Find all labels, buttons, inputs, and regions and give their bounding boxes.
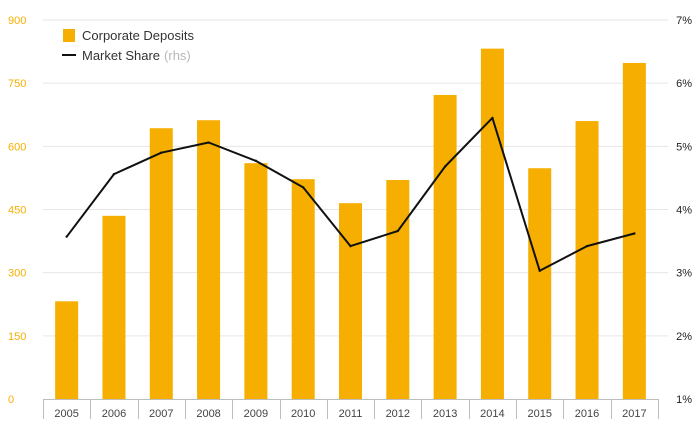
bar — [528, 168, 552, 399]
legend-line-suffix: (rhs) — [164, 48, 191, 63]
market-share-point — [396, 229, 400, 233]
y-right-tick-label: 4% — [676, 205, 692, 217]
market-share-point — [633, 232, 636, 235]
x-tick-label: 2013 — [433, 408, 457, 420]
bar — [244, 163, 268, 399]
x-tick-label: 2015 — [527, 408, 551, 420]
bar — [339, 203, 362, 399]
x-tick-label: 2006 — [102, 408, 126, 420]
y-left-tick-label: 150 — [8, 331, 26, 343]
market-share-point — [538, 269, 541, 272]
y-right-tick-label: 3% — [676, 268, 692, 280]
legend-bar-label: Corporate Deposits — [82, 28, 194, 43]
x-tick-label: 2009 — [244, 408, 268, 420]
market-share-point — [254, 159, 258, 163]
y-right-tick-label: 5% — [676, 141, 692, 153]
market-share-point — [585, 244, 589, 248]
x-tick-label: 2008 — [196, 408, 220, 420]
x-tick-label: 2012 — [386, 408, 410, 420]
x-tick-label: 2016 — [575, 408, 599, 420]
bar — [102, 215, 126, 399]
y-left-tick-label: 300 — [8, 268, 26, 280]
bar — [197, 120, 221, 400]
y-left-tick-label: 600 — [8, 141, 26, 153]
bar — [575, 121, 599, 400]
legend-line-name: Market Share — [82, 48, 160, 63]
y-left-tick-label: 750 — [8, 78, 26, 90]
market-share-point — [112, 172, 116, 176]
bar — [433, 94, 457, 400]
y-right-tick-label: 7% — [676, 15, 692, 27]
y-left-tick-label: 0 — [8, 394, 14, 406]
market-share-point — [301, 186, 305, 189]
y-right-tick-label: 6% — [676, 78, 692, 90]
legend-bar-swatch — [63, 29, 75, 42]
market-share-point — [65, 235, 68, 238]
bar — [480, 48, 504, 399]
bar — [55, 301, 79, 399]
bar — [291, 179, 315, 399]
y-right-tick-label: 2% — [676, 331, 692, 343]
x-tick-label: 2010 — [291, 408, 315, 420]
x-tick-label: 2007 — [149, 408, 173, 420]
x-tick-label: 2011 — [339, 408, 363, 420]
market-share-point — [491, 116, 494, 120]
market-share-point — [443, 165, 447, 168]
x-tick-label: 2014 — [480, 408, 504, 420]
legend-line-label: Market Share (rhs) — [82, 48, 191, 63]
market-share-point — [207, 141, 210, 144]
legend: Corporate Deposits Market Share (rhs) — [62, 28, 194, 63]
bar — [149, 128, 173, 399]
bar — [386, 180, 410, 399]
y-left-tick-label: 450 — [8, 205, 26, 217]
y-left-tick-label: 900 — [8, 15, 26, 27]
y-right-tick-label: 1% — [676, 394, 692, 406]
bar — [622, 62, 646, 399]
x-tick-label: 2017 — [622, 408, 646, 420]
market-share-point — [160, 151, 163, 154]
x-tick-label: 2005 — [54, 408, 78, 420]
market-share-point — [349, 244, 352, 248]
